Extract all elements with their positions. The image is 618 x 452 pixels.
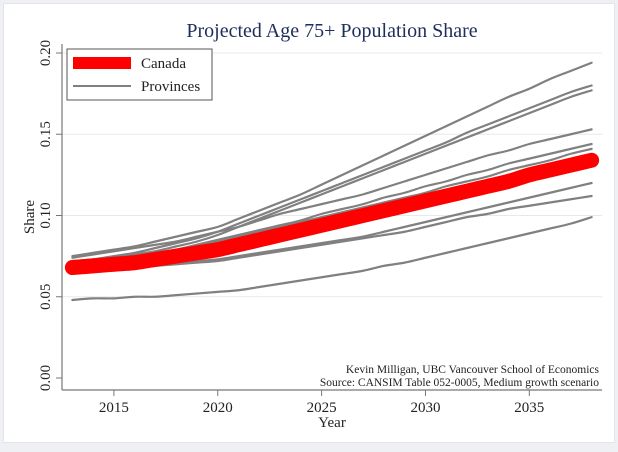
series-line-province: [71, 84, 593, 263]
x-axis-ticks: 2015 2020 2025 2030 2035: [99, 390, 544, 416]
y-tick-label: 0.15: [38, 121, 54, 147]
legend: Canada Provinces: [66, 48, 213, 101]
series-line-canada: [64, 152, 600, 275]
y-axis-ticks: 0.00 0.05 0.10 0.15 0.20: [38, 40, 62, 391]
series-line-province: [71, 89, 593, 264]
legend-swatch-canada: [73, 57, 131, 69]
annotation-source: Source: CANSIM Table 052-0005, Medium gr…: [320, 377, 599, 389]
x-axis-title: Year: [318, 415, 346, 431]
legend-label-canada: Canada: [141, 56, 186, 72]
x-tick-label: 2035: [514, 400, 544, 416]
series-line-province: [71, 61, 593, 258]
canada-series: [64, 152, 600, 275]
x-tick-label: 2020: [203, 400, 233, 416]
y-tick-label: 0.05: [38, 284, 54, 310]
series-line-province: [71, 216, 593, 302]
y-tick-label: 0.20: [38, 40, 54, 66]
y-tick-label: 0.00: [38, 365, 54, 391]
y-tick-label: 0.10: [38, 202, 54, 228]
x-tick-label: 2015: [99, 400, 129, 416]
x-tick-label: 2030: [410, 400, 440, 416]
annotation-author: Kevin Milligan, UBC Vancouver School of …: [346, 364, 600, 376]
series-line-province: [71, 147, 593, 266]
series-line-province: [71, 128, 593, 259]
x-tick-label: 2025: [307, 400, 337, 416]
chart-title: Projected Age 75+ Population Share: [186, 20, 477, 42]
legend-label-provinces: Provinces: [141, 79, 200, 95]
y-axis-title: Share: [22, 200, 38, 234]
